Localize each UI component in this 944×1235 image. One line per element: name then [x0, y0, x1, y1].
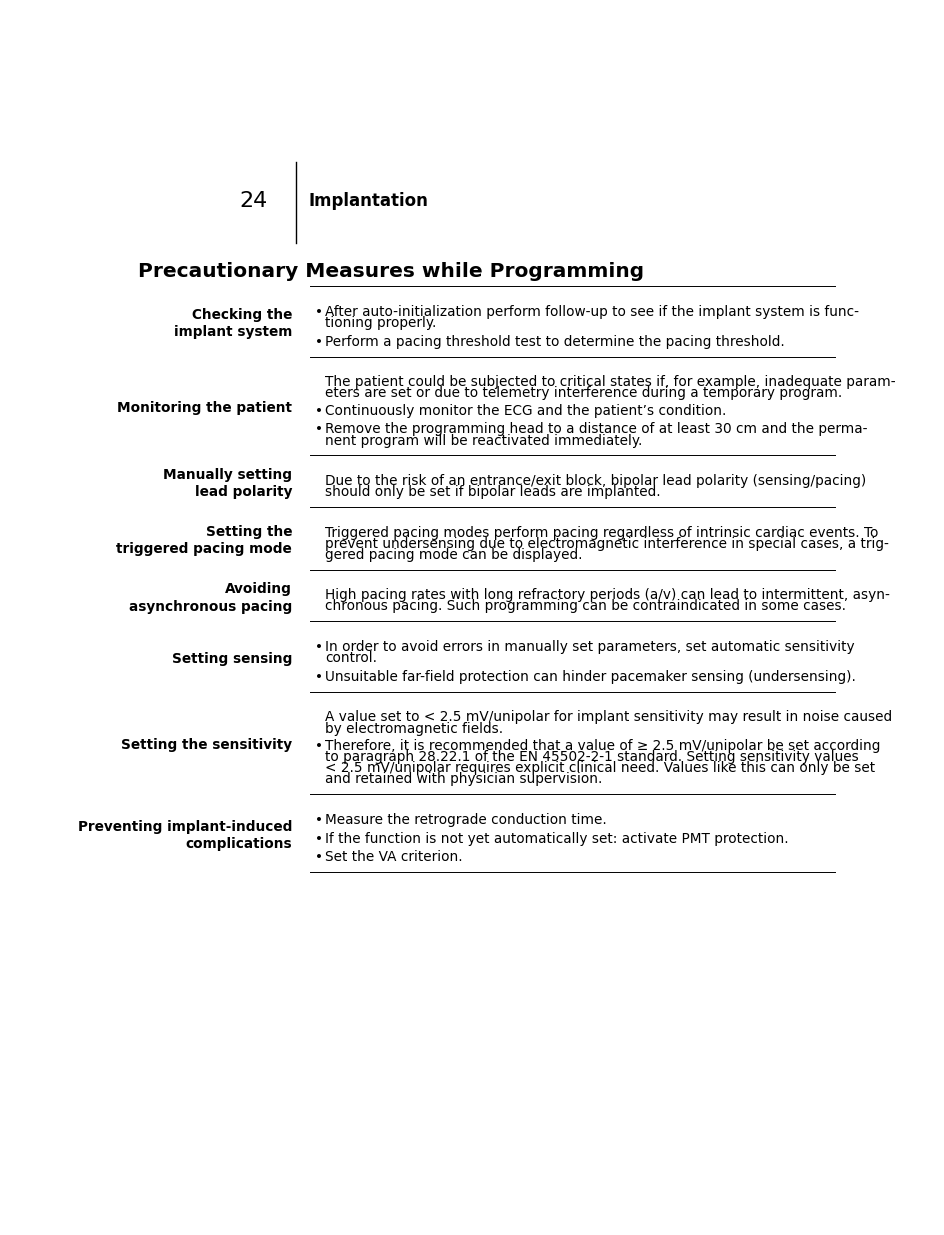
Text: •: • — [315, 831, 323, 846]
Text: High pacing rates with long refractory periods (a/v) can lead to intermittent, a: High pacing rates with long refractory p… — [325, 588, 890, 603]
Text: •: • — [315, 305, 323, 319]
Text: Monitoring the patient: Monitoring the patient — [117, 401, 292, 415]
Text: •: • — [315, 335, 323, 348]
Text: Remove the programming head to a distance of at least 30 cm and the perma-: Remove the programming head to a distanc… — [325, 422, 868, 436]
Text: Implantation: Implantation — [308, 191, 428, 210]
Text: control.: control. — [325, 651, 377, 666]
Text: Checking the
implant system: Checking the implant system — [174, 308, 292, 340]
Text: Manually setting
lead polarity: Manually setting lead polarity — [163, 468, 292, 499]
Text: Precautionary Measures while Programming: Precautionary Measures while Programming — [139, 262, 645, 282]
Text: After auto-initialization perform follow-up to see if the implant system is func: After auto-initialization perform follow… — [325, 305, 859, 319]
Text: Preventing implant-induced
complications: Preventing implant-induced complications — [77, 820, 292, 851]
Text: •: • — [315, 640, 323, 653]
Text: gered pacing mode can be displayed.: gered pacing mode can be displayed. — [325, 548, 582, 562]
Text: Unsuitable far-field protection can hinder pacemaker sensing (undersensing).: Unsuitable far-field protection can hind… — [325, 669, 856, 684]
Text: prevent undersensing due to electromagnetic interference in special cases, a tri: prevent undersensing due to electromagne… — [325, 537, 889, 551]
Text: Triggered pacing modes perform pacing regardless of intrinsic cardiac events. To: Triggered pacing modes perform pacing re… — [325, 526, 879, 540]
Text: In order to avoid errors in manually set parameters, set automatic sensitivity: In order to avoid errors in manually set… — [325, 640, 854, 653]
Text: tioning properly.: tioning properly. — [325, 316, 436, 330]
Text: nent program will be reactivated immediately.: nent program will be reactivated immedia… — [325, 433, 643, 447]
Text: Setting the
triggered pacing mode: Setting the triggered pacing mode — [116, 525, 292, 557]
Text: The patient could be subjected to critical states if, for example, inadequate pa: The patient could be subjected to critic… — [325, 375, 896, 389]
Text: and retained with physician supervision.: and retained with physician supervision. — [325, 772, 602, 787]
Text: •: • — [315, 813, 323, 826]
Text: Perform a pacing threshold test to determine the pacing threshold.: Perform a pacing threshold test to deter… — [325, 335, 784, 348]
Text: by electromagnetic fields.: by electromagnetic fields. — [325, 721, 503, 736]
Text: to paragraph 28.22.1 of the EN 45502-2-1 standard. Setting sensitivity values: to paragraph 28.22.1 of the EN 45502-2-1… — [325, 750, 859, 764]
Text: •: • — [315, 851, 323, 864]
Text: < 2.5 mV/unipolar requires explicit clinical need. Values like this can only be : < 2.5 mV/unipolar requires explicit clin… — [325, 761, 875, 776]
Text: •: • — [315, 669, 323, 684]
Text: Continuously monitor the ECG and the patient’s condition.: Continuously monitor the ECG and the pat… — [325, 404, 727, 417]
Text: chronous pacing. Such programming can be contraindicated in some cases.: chronous pacing. Such programming can be… — [325, 599, 846, 614]
Text: Setting sensing: Setting sensing — [172, 652, 292, 666]
Text: Measure the retrograde conduction time.: Measure the retrograde conduction time. — [325, 813, 607, 826]
Text: should only be set if bipolar leads are implanted.: should only be set if bipolar leads are … — [325, 485, 661, 499]
Text: •: • — [315, 739, 323, 753]
Text: Avoiding
asynchronous pacing: Avoiding asynchronous pacing — [129, 582, 292, 614]
Text: Set the VA criterion.: Set the VA criterion. — [325, 851, 463, 864]
Text: If the function is not yet automatically set: activate PMT protection.: If the function is not yet automatically… — [325, 831, 788, 846]
Text: Therefore, it is recommended that a value of ≥ 2.5 mV/unipolar be set according: Therefore, it is recommended that a valu… — [325, 739, 881, 753]
Text: 24: 24 — [239, 190, 267, 210]
Text: •: • — [315, 422, 323, 436]
Text: Setting the sensitivity: Setting the sensitivity — [121, 739, 292, 752]
Text: A value set to < 2.5 mV/unipolar for implant sensitivity may result in noise cau: A value set to < 2.5 mV/unipolar for imp… — [325, 710, 892, 725]
Text: Due to the risk of an entrance/exit block, bipolar lead polarity (sensing/pacing: Due to the risk of an entrance/exit bloc… — [325, 474, 867, 488]
Text: •: • — [315, 404, 323, 417]
Text: eters are set or due to telemetry interference during a temporary program.: eters are set or due to telemetry interf… — [325, 387, 842, 400]
